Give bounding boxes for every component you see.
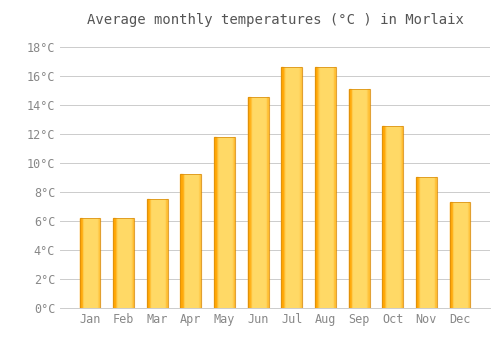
Bar [348,89,370,308]
Bar [416,177,437,308]
Bar [165,199,166,308]
Bar [315,67,336,308]
Bar [182,174,183,308]
Bar [98,218,99,308]
Bar [383,126,384,308]
Bar [167,199,168,308]
Bar [348,89,370,308]
Bar [114,218,116,308]
Bar [267,97,268,308]
Bar [148,199,149,308]
Bar [214,136,235,308]
Bar [80,218,81,308]
Bar [382,126,403,308]
Bar [315,67,336,308]
Bar [401,126,402,308]
Bar [183,174,184,308]
Bar [450,202,470,308]
Bar [147,199,168,308]
Bar [113,218,134,308]
Bar [180,174,181,308]
Bar [450,202,451,308]
Bar [402,126,403,308]
Bar [416,177,418,308]
Bar [450,202,470,308]
Bar [199,174,200,308]
Bar [248,97,249,308]
Bar [348,89,350,308]
Bar [147,199,168,308]
Bar [232,136,233,308]
Bar [214,136,215,308]
Bar [149,199,150,308]
Bar [418,177,420,308]
Bar [99,218,100,308]
Bar [416,177,437,308]
Bar [266,97,267,308]
Bar [400,126,401,308]
Bar [180,174,202,308]
Bar [350,89,351,308]
Bar [317,67,318,308]
Bar [80,218,100,308]
Bar [333,67,334,308]
Bar [234,136,235,308]
Bar [283,67,284,308]
Bar [468,202,469,308]
Bar [434,177,436,308]
Bar [248,97,268,308]
Bar [451,202,452,308]
Bar [301,67,302,308]
Bar [249,97,250,308]
Bar [80,218,100,308]
Bar [166,199,167,308]
Bar [384,126,385,308]
Bar [367,89,368,308]
Bar [215,136,216,308]
Bar [282,67,302,308]
Bar [181,174,182,308]
Bar [282,67,283,308]
Bar [351,89,352,308]
Bar [315,67,316,308]
Bar [284,67,285,308]
Bar [368,89,369,308]
Bar [82,218,83,308]
Bar [248,97,268,308]
Bar [334,67,335,308]
Bar [282,67,302,308]
Bar [382,126,403,308]
Bar [113,218,114,308]
Bar [132,218,134,308]
Bar [147,199,148,308]
Bar [369,89,370,308]
Bar [180,174,202,308]
Title: Average monthly temperatures (°C ) in Morlaix: Average monthly temperatures (°C ) in Mo… [86,13,464,27]
Bar [469,202,470,308]
Bar [335,67,336,308]
Bar [216,136,217,308]
Bar [452,202,453,308]
Bar [385,126,386,308]
Bar [250,97,251,308]
Bar [200,174,202,308]
Bar [436,177,437,308]
Bar [198,174,199,308]
Bar [233,136,234,308]
Bar [214,136,235,308]
Bar [300,67,301,308]
Bar [217,136,218,308]
Bar [316,67,317,308]
Bar [81,218,82,308]
Bar [113,218,134,308]
Bar [382,126,383,308]
